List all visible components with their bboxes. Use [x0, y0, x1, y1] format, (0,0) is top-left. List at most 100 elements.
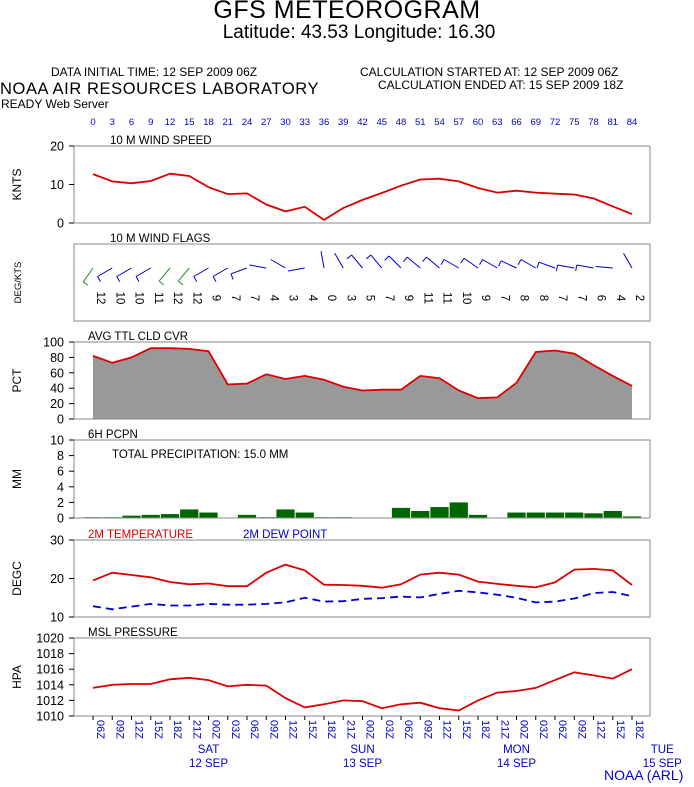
- wind-barb-feather: [82, 281, 89, 286]
- forecast-hour-label: 30: [280, 117, 291, 128]
- wind-speed-value: 7: [248, 295, 260, 301]
- precip-bar: [545, 512, 565, 518]
- wind-barb: [538, 261, 556, 269]
- wind-barb: [249, 264, 267, 269]
- forecast-hour-label: 27: [261, 117, 272, 128]
- cloud-cover-series: [92, 347, 633, 400]
- wind-barb-feather: [97, 276, 101, 282]
- panel-title: 6H PCPN: [88, 429, 138, 441]
- date-label: 15 SEP: [643, 758, 682, 770]
- wind-barb-feather: [212, 276, 217, 282]
- y-tick-label: 6: [57, 465, 64, 479]
- day-label: SUN: [350, 744, 374, 756]
- wind-barb: [158, 267, 171, 282]
- wind-barb: [623, 253, 633, 269]
- wind-speed-value: 11: [152, 292, 164, 304]
- lab-name: NOAA AIR RESOURCES LABORATORY: [0, 80, 320, 98]
- wind-barb-feather: [178, 280, 184, 286]
- wind-speed-value: 11: [421, 292, 433, 304]
- wind-barb-feather: [158, 280, 164, 286]
- y-tick-label: 10: [50, 611, 64, 625]
- precip-bar: [507, 512, 526, 518]
- wind-speed-value: 0: [325, 295, 337, 301]
- wind-speed-series: [92, 172, 633, 221]
- wind-barb: [334, 253, 344, 269]
- legend-dew-point: 2M DEW POINT: [243, 529, 327, 541]
- time-label: 21Z: [190, 720, 202, 739]
- wind-speed-value: 7: [383, 295, 395, 301]
- wind-barb-feather: [116, 276, 121, 282]
- wind-barb-feather: [384, 255, 390, 261]
- time-label: 06Z: [402, 720, 414, 739]
- y-tick-label: 30: [50, 534, 64, 548]
- temperature-series: [92, 563, 633, 589]
- forecast-hour-label: 72: [550, 117, 561, 128]
- y-tick-label: 10: [50, 434, 64, 448]
- precip-bar: [141, 514, 160, 518]
- panel-frame: [73, 145, 651, 224]
- day-label: MON: [503, 744, 530, 756]
- y-tick-label: 80: [50, 351, 64, 365]
- wind-barb-feather: [135, 276, 140, 282]
- forecast-hour-label: 66: [511, 117, 522, 128]
- y-tick-label: 1018: [36, 647, 64, 661]
- wind-speed-value: 12: [94, 292, 106, 305]
- forecast-hour-label: 33: [299, 117, 310, 128]
- precip-bar: [276, 509, 295, 518]
- forecast-hour-label: 0: [90, 117, 95, 128]
- panel-title: 10 M WIND SPEED: [110, 135, 212, 147]
- wind-barb: [212, 267, 229, 277]
- wind-barb: [97, 267, 113, 277]
- wind-speed-value: 11: [441, 292, 453, 304]
- wind-speed-value: 6: [595, 295, 607, 301]
- forecast-hour-label: 78: [588, 117, 599, 128]
- pressure-series: [92, 668, 633, 712]
- wind-barb: [177, 267, 190, 282]
- precip-bar: [565, 512, 584, 518]
- y-tick-label: 1010: [36, 710, 64, 724]
- forecast-hour-label: 3: [110, 117, 115, 128]
- panel-frame: [73, 341, 651, 420]
- forecast-hour-label: 51: [415, 117, 426, 128]
- forecast-hour-label: 45: [376, 117, 387, 128]
- forecast-hour-label: 57: [453, 117, 464, 128]
- wind-barb: [520, 259, 537, 269]
- precip-bar: [603, 510, 622, 518]
- cloud-cover-area: [93, 348, 632, 419]
- y-axis-label: DEGC: [10, 561, 24, 596]
- panel-title: MSL PRESSURE: [88, 627, 178, 639]
- y-tick-label: 0: [57, 413, 64, 427]
- y-tick-label: 40: [50, 382, 64, 396]
- precip-bar: [430, 507, 449, 518]
- wind-barb: [576, 264, 594, 269]
- forecast-hour-label: 81: [607, 117, 618, 128]
- wind-barb-feather: [479, 259, 483, 265]
- wind-barb: [443, 259, 459, 269]
- wind-barb-feather: [422, 256, 427, 262]
- time-label: 03Z: [229, 720, 241, 739]
- wind-barb: [351, 254, 363, 269]
- panel-title: 10 M WIND FLAGS: [110, 233, 211, 245]
- wind-speed-value: 3: [344, 295, 356, 301]
- time-label: 09Z: [421, 720, 433, 739]
- date-label: 12 SEP: [189, 758, 228, 770]
- wind-speed-value: 10: [113, 292, 125, 305]
- wind-speed-value: 10: [133, 292, 145, 305]
- forecast-hour-label: 18: [203, 117, 214, 128]
- day-label: SAT: [198, 744, 220, 756]
- forecast-hour-label: 75: [569, 117, 580, 128]
- wind-barb-feather: [555, 264, 559, 272]
- time-label: 15Z: [152, 720, 164, 739]
- wind-speed-value: 5: [364, 295, 376, 301]
- wind-speed-value: 8: [537, 295, 549, 301]
- time-label: 15Z: [614, 720, 626, 739]
- y-tick-label: 1016: [36, 663, 64, 677]
- wind-speed-value: 12: [171, 292, 183, 305]
- forecast-hour-label: 36: [319, 117, 330, 128]
- wind-speed-value: 9: [479, 295, 491, 301]
- time-label: 12Z: [133, 720, 145, 739]
- y-tick-label: 60: [50, 366, 64, 380]
- wind-speed-value: 7: [556, 295, 568, 301]
- y-tick-label: 20: [50, 572, 64, 586]
